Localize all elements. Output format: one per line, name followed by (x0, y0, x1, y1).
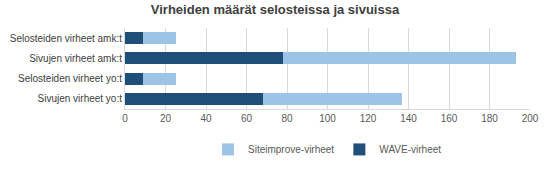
svg-text:Sivujen virheet amk:t: Sivujen virheet amk:t (29, 53, 122, 64)
svg-text:80: 80 (281, 113, 293, 124)
svg-text:120: 120 (360, 113, 377, 124)
svg-text:60: 60 (241, 113, 253, 124)
svg-text:180: 180 (481, 113, 498, 124)
svg-text:Virheiden määrät selosteissa j: Virheiden määrät selosteissa ja sivuissa (151, 2, 400, 17)
svg-text:40: 40 (200, 113, 212, 124)
svg-text:20: 20 (160, 113, 172, 124)
svg-text:140: 140 (400, 113, 417, 124)
svg-text:Sivujen virheet yo:t: Sivujen virheet yo:t (38, 93, 123, 104)
svg-text:Selosteiden virheet yo:t: Selosteiden virheet yo:t (18, 73, 122, 84)
svg-text:Siteimprove-virheet: Siteimprove-virheet (248, 144, 334, 155)
svg-text:Selosteiden virheet amk:t: Selosteiden virheet amk:t (10, 33, 123, 44)
svg-text:WAVE-virheet: WAVE-virheet (379, 144, 441, 155)
svg-text:160: 160 (441, 113, 458, 124)
svg-text:100: 100 (319, 113, 336, 124)
svg-text:0: 0 (122, 113, 128, 124)
svg-text:200: 200 (522, 113, 539, 124)
